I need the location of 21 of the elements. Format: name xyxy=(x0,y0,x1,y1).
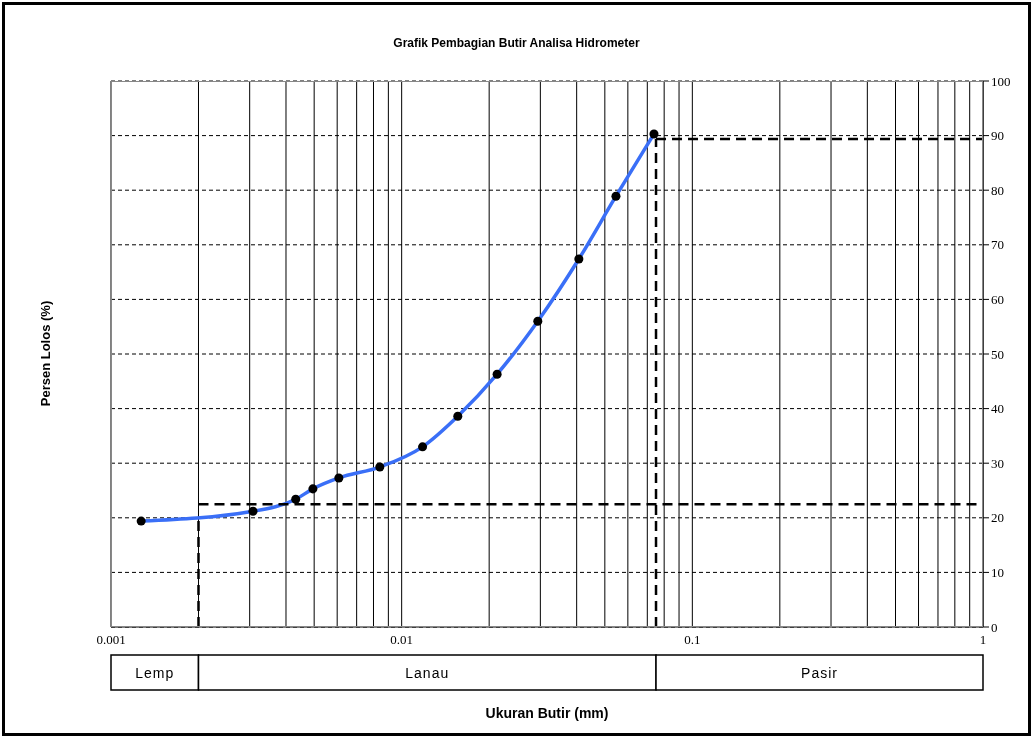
y-tick-label: 10 xyxy=(991,565,1004,581)
y-tick-label: 90 xyxy=(991,128,1004,144)
y-tick-label: 60 xyxy=(991,292,1004,308)
y-tick-label: 40 xyxy=(991,401,1004,417)
y-tick-label: 20 xyxy=(991,510,1004,526)
y-axis-title: Persen Lolos (%) xyxy=(37,299,53,409)
y-tick-label: 30 xyxy=(991,455,1004,471)
x-tick-label: 0.001 xyxy=(96,632,126,648)
text: Pasir xyxy=(801,664,838,681)
x-tick-label: 1 xyxy=(979,632,987,648)
y-tick-label: 70 xyxy=(991,237,1004,253)
text: Lanau xyxy=(405,664,450,681)
chart-title: Grafik Pembagian Butir Analisa Hidrometer xyxy=(392,36,641,50)
y-tick-label: 80 xyxy=(991,182,1004,198)
y-tick-label: 0 xyxy=(991,619,998,635)
text: Lemp xyxy=(135,664,175,681)
x-tick-label: 0.01 xyxy=(390,632,414,648)
y-tick-label: 100 xyxy=(991,73,1011,89)
y-tick-label: 50 xyxy=(991,346,1004,362)
x-axis-title: Ukuran Butir (mm) xyxy=(484,705,610,721)
x-tick-label: 0.1 xyxy=(684,632,701,648)
